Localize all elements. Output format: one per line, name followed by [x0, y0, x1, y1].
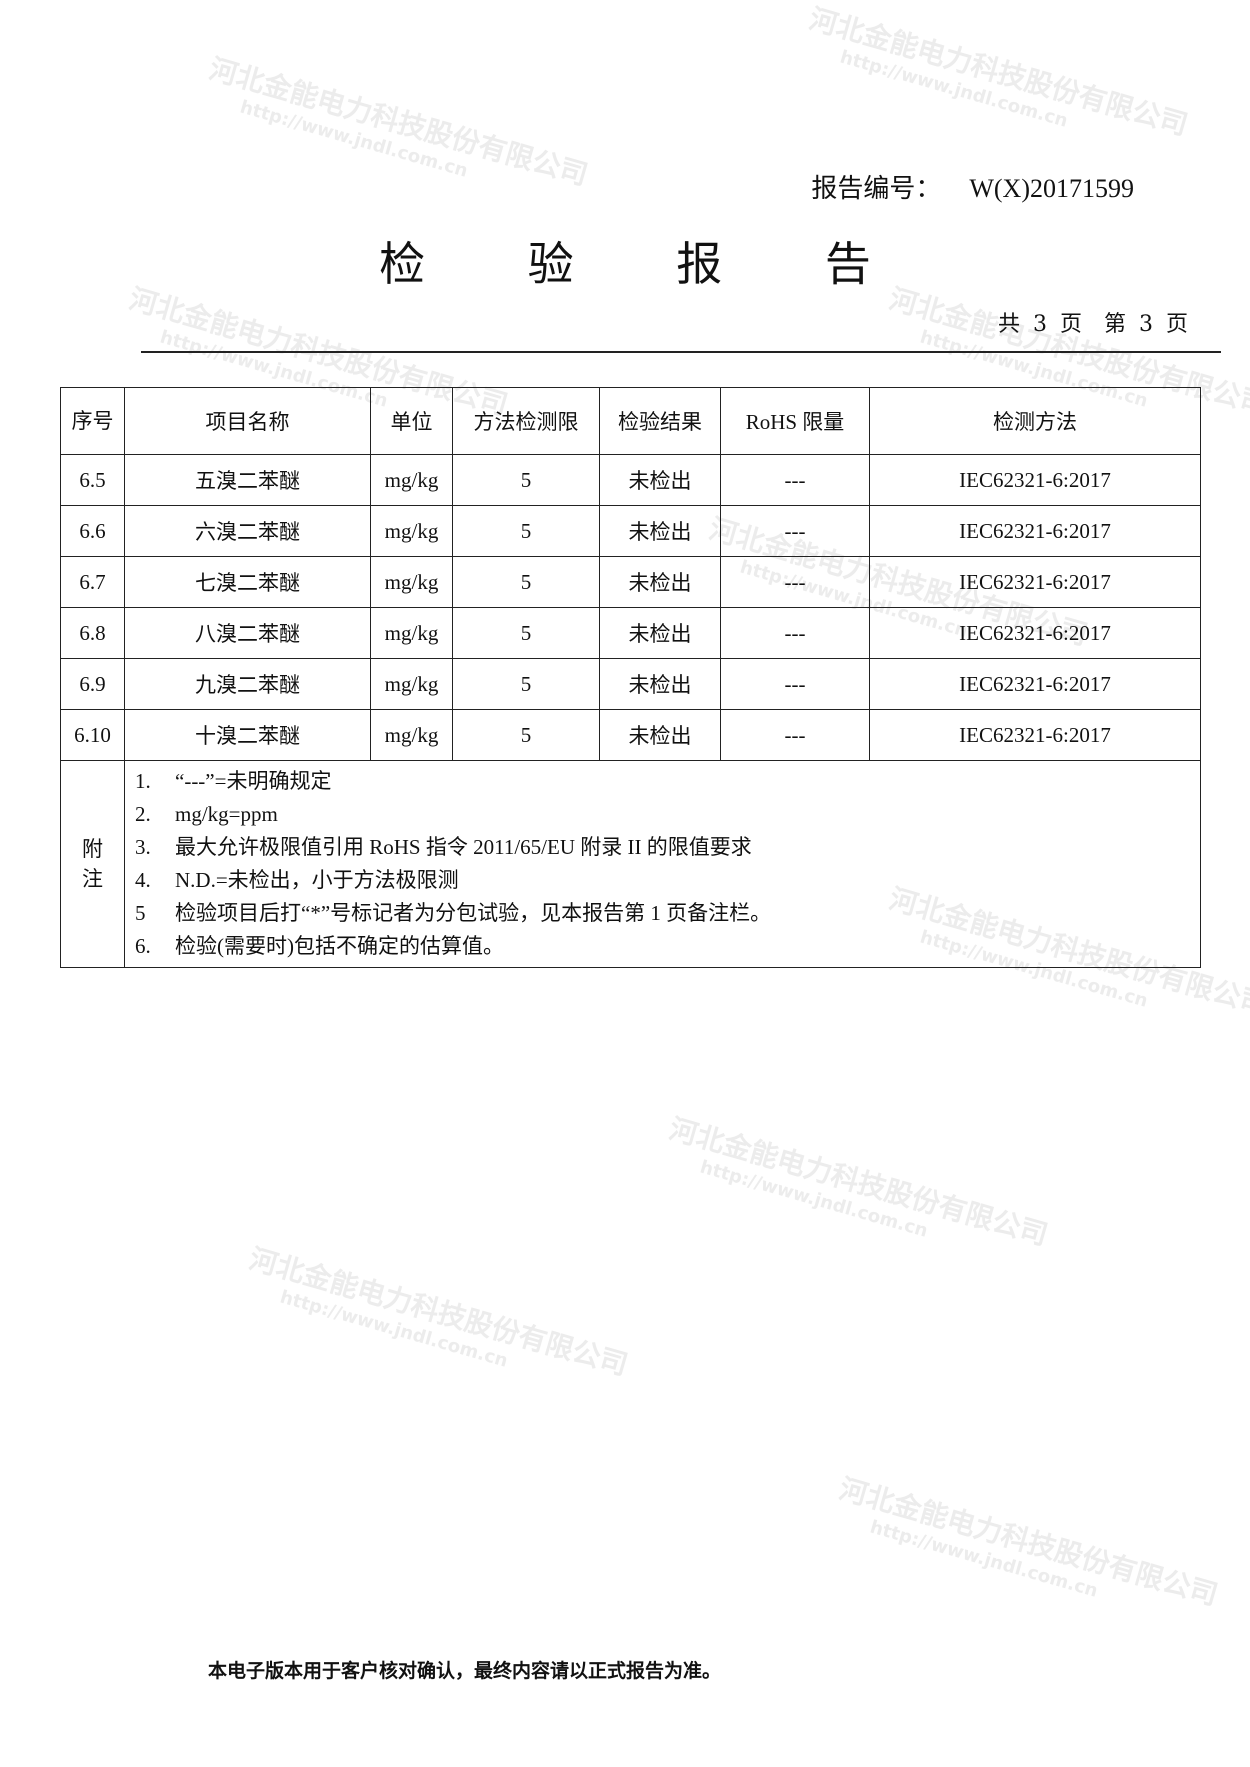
table-cell: IEC62321-6:2017 — [869, 607, 1201, 659]
report-number: 报告编号： W(X)20171599 — [811, 174, 1134, 204]
notes-row: 附注 1. “---”=未明确规定 2. mg/kg=ppm 3. 最大允许极限值引用 Ro… — [60, 760, 1201, 968]
table-cell: 5 — [452, 454, 600, 506]
table-cell: 5 — [452, 607, 600, 659]
table-cell: IEC62321-6:2017 — [869, 454, 1201, 506]
table-cell: mg/kg — [370, 454, 453, 506]
table-cell: IEC62321-6:2017 — [869, 709, 1201, 761]
table-cell: 八溴二苯醚 — [124, 607, 371, 659]
table-cell: 5 — [452, 505, 600, 557]
table-cell: --- — [720, 607, 870, 659]
watermark: 河北金能电力科技股份有限公司 http://www.jndl.com.cn — [665, 1111, 1052, 1252]
note-item: 6. 检验(需要时)包括不确定的估算值。 — [135, 934, 504, 958]
table-cell: 6.6 — [60, 505, 125, 557]
table-cell: 6.8 — [60, 607, 125, 659]
note-item: 2. mg/kg=ppm — [135, 802, 278, 826]
divider — [141, 351, 1221, 353]
column-header: 项目名称 — [124, 387, 371, 455]
watermark: 河北金能电力科技股份有限公司 http://www.jndl.com.cn — [835, 1471, 1222, 1612]
table-row: 6.9 九溴二苯醚 mg/kg 5 未检出 --- IEC62321-6:2017 — [60, 658, 1201, 710]
table-cell: 七溴二苯醚 — [124, 556, 371, 608]
table-cell: IEC62321-6:2017 — [869, 556, 1201, 608]
table-cell: 未检出 — [599, 709, 721, 761]
note-item: 1. “---”=未明确规定 — [135, 769, 332, 793]
watermark: 河北金能电力科技股份有限公司 http://www.jndl.com.cn — [205, 51, 592, 192]
column-header: 序号 — [60, 387, 125, 455]
table-cell: mg/kg — [370, 607, 453, 659]
table-cell: 未检出 — [599, 658, 721, 710]
table-row: 6.10 十溴二苯醚 mg/kg 5 未检出 --- IEC62321-6:2017 — [60, 709, 1201, 761]
table-cell: 未检出 — [599, 505, 721, 557]
column-header: RoHS 限量 — [720, 387, 870, 455]
table-cell: --- — [720, 505, 870, 557]
watermark: 河北金能电力科技股份有限公司 http://www.jndl.com.cn — [805, 1, 1192, 142]
watermark: 河北金能电力科技股份有限公司 http://www.jndl.com.cn — [245, 1241, 632, 1382]
table-cell: 6.5 — [60, 454, 125, 506]
table-cell: --- — [720, 709, 870, 761]
table-cell: 九溴二苯醚 — [124, 658, 371, 710]
table-cell: 5 — [452, 709, 600, 761]
table-cell: --- — [720, 454, 870, 506]
note-item: 3. 最大允许极限值引用 RoHS 指令 2011/65/EU 附录 II 的限值… — [135, 835, 752, 859]
table-row: 6.5 五溴二苯醚 mg/kg 5 未检出 --- IEC62321-6:2017 — [60, 454, 1201, 506]
table-cell: 未检出 — [599, 607, 721, 659]
results-table: 序号 项目名称 单位 方法检测限 检验结果 RoHS 限量 检测方法 6.5 五溴二苯醚 mg/k… — [60, 387, 1201, 968]
page-count: 共 3 页 第 3 页 — [998, 312, 1188, 337]
note-item: 4. N.D.=未检出，小于方法极限测 — [135, 868, 459, 892]
table-cell: mg/kg — [370, 658, 453, 710]
table-cell: mg/kg — [370, 556, 453, 608]
table-cell: IEC62321-6:2017 — [869, 658, 1201, 710]
table-cell: mg/kg — [370, 709, 453, 761]
table-row: 6.6 六溴二苯醚 mg/kg 5 未检出 --- IEC62321-6:2017 — [60, 505, 1201, 557]
footer-note: 本电子版本用于客户核对确认，最终内容请以正式报告为准。 — [208, 1660, 722, 1682]
column-header: 检测方法 — [869, 387, 1201, 455]
table-cell: 5 — [452, 556, 600, 608]
table-cell: --- — [720, 556, 870, 608]
table-cell: 5 — [452, 658, 600, 710]
notes-label: 附注 — [60, 760, 125, 968]
table-cell: 六溴二苯醚 — [124, 505, 371, 557]
note-item: 5 检验项目后打“*”号标记者为分包试验，见本报告第 1 页备注栏。 — [135, 901, 772, 925]
header-row: 序号 项目名称 单位 方法检测限 检验结果 RoHS 限量 检测方法 — [60, 387, 1201, 455]
page-title: 检 验 报 告 — [379, 237, 915, 291]
table-cell: IEC62321-6:2017 — [869, 505, 1201, 557]
column-header: 方法检测限 — [452, 387, 600, 455]
table-row: 6.7 七溴二苯醚 mg/kg 5 未检出 --- IEC62321-6:2017 — [60, 556, 1201, 608]
table-cell: mg/kg — [370, 505, 453, 557]
table-cell: 6.7 — [60, 556, 125, 608]
table-cell: 6.9 — [60, 658, 125, 710]
table-cell: 6.10 — [60, 709, 125, 761]
table-cell: --- — [720, 658, 870, 710]
column-header: 检验结果 — [599, 387, 721, 455]
table-cell: 未检出 — [599, 556, 721, 608]
table-row: 6.8 八溴二苯醚 mg/kg 5 未检出 --- IEC62321-6:2017 — [60, 607, 1201, 659]
column-header: 单位 — [370, 387, 453, 455]
table-cell: 未检出 — [599, 454, 721, 506]
table-cell: 十溴二苯醚 — [124, 709, 371, 761]
table-cell: 五溴二苯醚 — [124, 454, 371, 506]
